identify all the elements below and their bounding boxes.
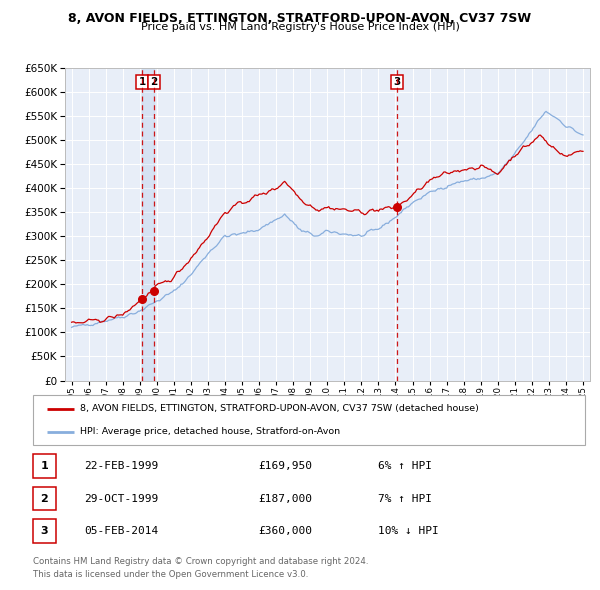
Text: 8, AVON FIELDS, ETTINGTON, STRATFORD-UPON-AVON, CV37 7SW: 8, AVON FIELDS, ETTINGTON, STRATFORD-UPO… — [68, 12, 532, 25]
Text: £187,000: £187,000 — [258, 494, 312, 503]
Text: 3: 3 — [41, 526, 48, 536]
Text: This data is licensed under the Open Government Licence v3.0.: This data is licensed under the Open Gov… — [33, 571, 308, 579]
Text: 3: 3 — [394, 77, 401, 87]
Text: 22-FEB-1999: 22-FEB-1999 — [84, 461, 158, 471]
Bar — [142, 68, 154, 381]
Text: 10% ↓ HPI: 10% ↓ HPI — [378, 526, 439, 536]
Text: Contains HM Land Registry data © Crown copyright and database right 2024.: Contains HM Land Registry data © Crown c… — [33, 558, 368, 566]
Text: £360,000: £360,000 — [258, 526, 312, 536]
Text: 8, AVON FIELDS, ETTINGTON, STRATFORD-UPON-AVON, CV37 7SW (detached house): 8, AVON FIELDS, ETTINGTON, STRATFORD-UPO… — [80, 404, 479, 414]
Text: 2: 2 — [41, 494, 48, 503]
Text: Price paid vs. HM Land Registry's House Price Index (HPI): Price paid vs. HM Land Registry's House … — [140, 22, 460, 32]
Text: 05-FEB-2014: 05-FEB-2014 — [84, 526, 158, 536]
Text: 1: 1 — [41, 461, 48, 471]
Text: 6% ↑ HPI: 6% ↑ HPI — [378, 461, 432, 471]
Text: 29-OCT-1999: 29-OCT-1999 — [84, 494, 158, 503]
Text: HPI: Average price, detached house, Stratford-on-Avon: HPI: Average price, detached house, Stra… — [80, 427, 340, 437]
Text: 2: 2 — [150, 77, 157, 87]
Text: 7% ↑ HPI: 7% ↑ HPI — [378, 494, 432, 503]
Text: 1: 1 — [139, 77, 146, 87]
Text: £169,950: £169,950 — [258, 461, 312, 471]
